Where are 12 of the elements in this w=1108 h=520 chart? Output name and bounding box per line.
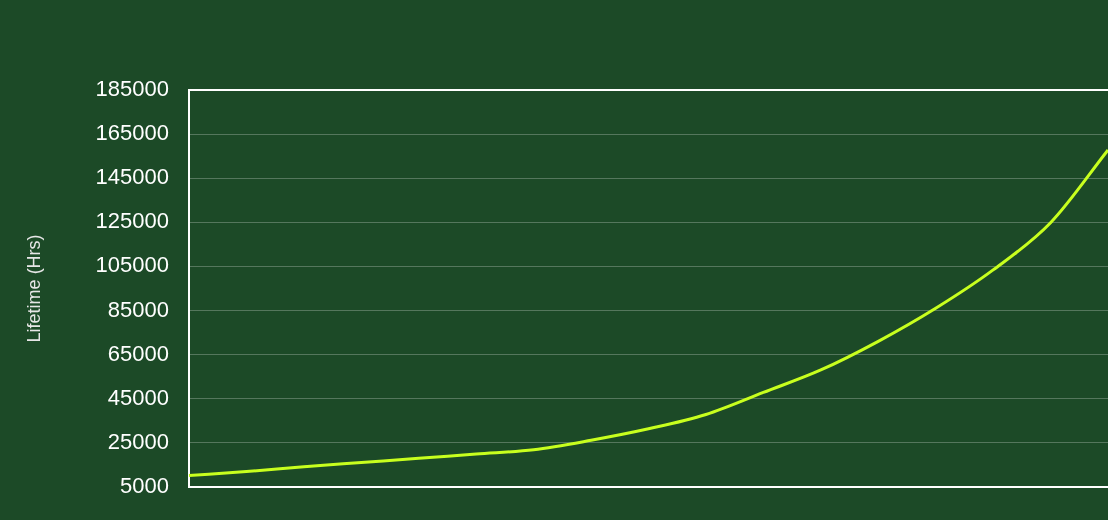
y-tick-label: 65000 — [107, 340, 170, 366]
y-tick-label: 145000 — [95, 164, 170, 190]
y-tick-label: 185000 — [95, 76, 170, 102]
y-tick-label: 5000 — [120, 472, 170, 498]
y-tick-label: 85000 — [107, 296, 170, 322]
y-tick-label: 125000 — [95, 208, 170, 234]
y-axis-title: Lifetime (Hrs) — [23, 234, 44, 343]
line-series — [187, 148, 1108, 478]
y-tick-label: 165000 — [95, 120, 170, 146]
y-tick-label: 45000 — [107, 384, 170, 410]
y-tick-label: 25000 — [107, 428, 170, 454]
y-tick-label: 105000 — [95, 252, 170, 278]
